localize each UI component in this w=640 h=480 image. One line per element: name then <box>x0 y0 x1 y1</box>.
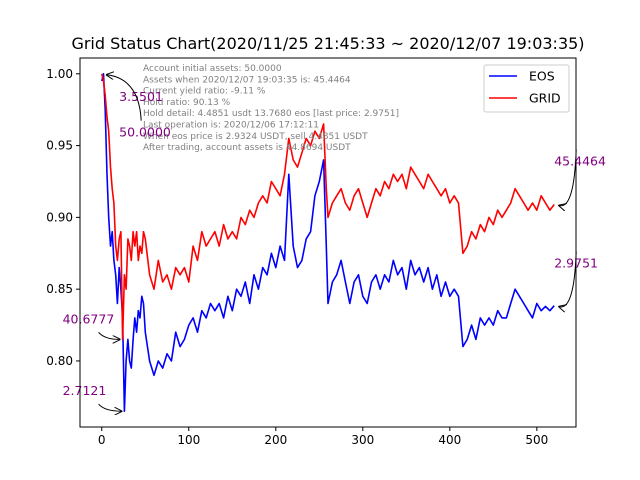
series-layer <box>101 73 555 412</box>
x-tick-label: 100 <box>177 433 200 447</box>
info-line: Last operation is: 2020/12/06 17:12:11 <box>143 121 319 131</box>
y-tick-label: 1.00 <box>46 67 73 81</box>
y-tick-label: 0.85 <box>46 282 73 296</box>
annotation: 2.7121 <box>63 383 122 411</box>
info-line: Hold detail: 4.4851 usdt 13.7680 eos [la… <box>143 109 399 119</box>
legend: EOS GRID <box>483 64 570 113</box>
annotation-label: 45.4464 <box>554 153 606 168</box>
series-line-eos <box>101 73 555 412</box>
y-tick-label: 0.95 <box>46 139 73 153</box>
annotation: 3.5501 <box>119 89 163 104</box>
info-line: When eos price is 2.9324 USDT, sell 4.48… <box>143 132 368 142</box>
info-line: Account initial assets: 50.0000 <box>143 64 282 74</box>
x-tick-label: 0 <box>98 433 106 447</box>
legend-label-grid: GRID <box>529 91 561 106</box>
info-line: Hold ratio: 90.13 % <box>143 98 231 108</box>
chart-title: Grid Status Chart(2020/11/25 21:45:33 ~ … <box>71 34 584 53</box>
annotation-arrow <box>107 75 142 121</box>
info-line: Current yield ratio: -9.11 % <box>143 87 266 97</box>
annotation-arrow <box>98 403 122 411</box>
annotation: 50.0000 <box>107 75 171 140</box>
y-tick-label: 0.80 <box>46 354 73 368</box>
info-line: Assets when 2020/12/07 19:03:35 is: 45.4… <box>143 75 351 85</box>
legend-label-eos: EOS <box>529 69 555 84</box>
annotation: 45.4464 <box>554 149 606 205</box>
annotation-label: 40.6777 <box>63 311 115 326</box>
x-tick-label: 400 <box>438 433 461 447</box>
info-line: After trading, account assets is 44.8694… <box>143 143 351 153</box>
annotation: 40.6777 <box>63 311 120 339</box>
series-line-grid <box>101 73 555 341</box>
annotation-arrow <box>98 331 120 339</box>
x-axis: 0 100 200 300 400 500 <box>98 427 548 447</box>
annotation-label: 50.0000 <box>119 125 171 140</box>
x-tick-label: 500 <box>525 433 548 447</box>
x-tick-label: 200 <box>264 433 287 447</box>
y-axis: 0.80 0.85 0.90 0.95 1.00 <box>46 67 80 368</box>
plot-frame <box>79 57 577 428</box>
y-tick-label: 0.90 <box>46 210 73 224</box>
x-tick-label: 300 <box>351 433 374 447</box>
annotation-label: 3.5501 <box>119 89 163 104</box>
annotation-label: 2.7121 <box>63 383 107 398</box>
